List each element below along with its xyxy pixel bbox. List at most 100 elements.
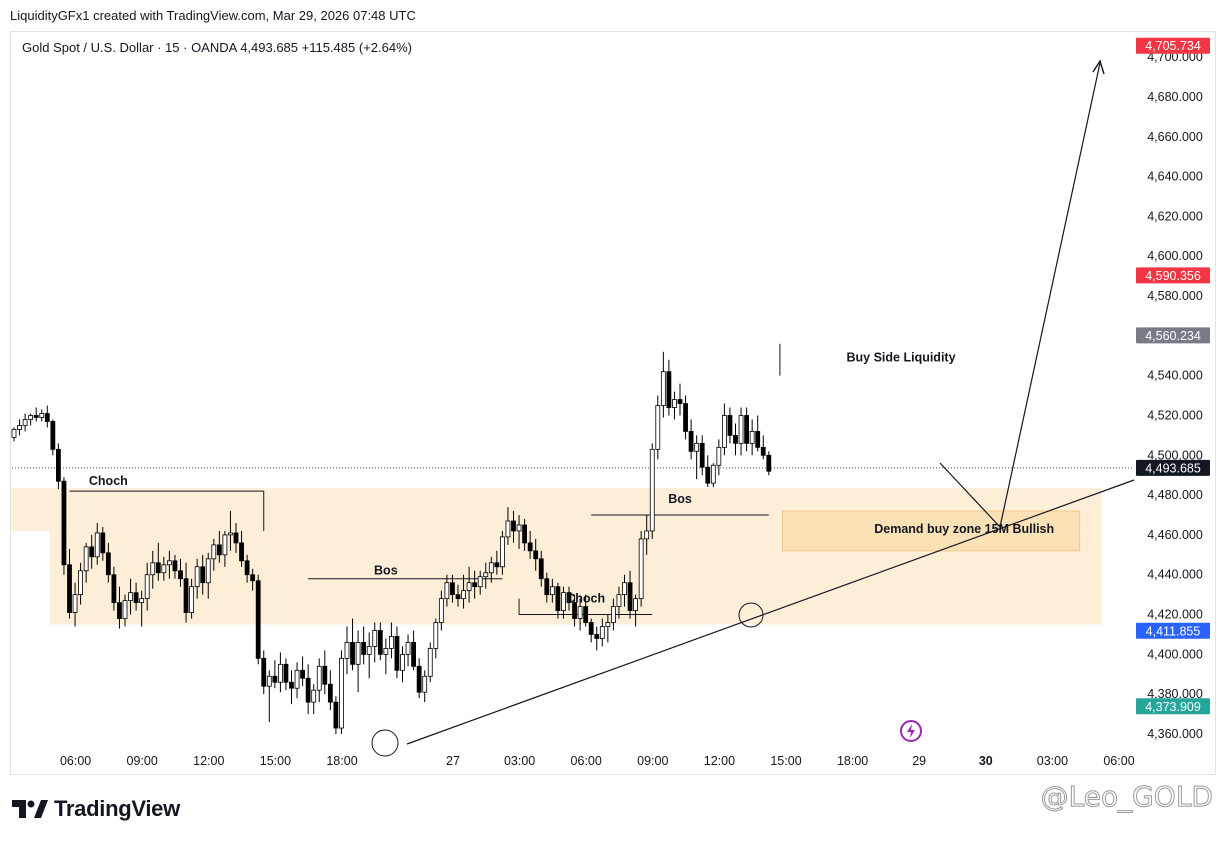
candle-body bbox=[438, 598, 444, 623]
y-tick-label: 4,540.000 bbox=[1147, 369, 1203, 383]
y-tick-label: 4,500.000 bbox=[1147, 448, 1203, 462]
x-tick-label: 18:00 bbox=[837, 754, 868, 768]
candle-body bbox=[422, 675, 428, 693]
candle-body bbox=[266, 675, 272, 687]
y-tick-label: 4,580.000 bbox=[1147, 289, 1203, 303]
x-tick-label: 12:00 bbox=[193, 754, 224, 768]
candle-body bbox=[544, 578, 550, 596]
y-tick-label: 4,440.000 bbox=[1147, 568, 1203, 582]
candle-body bbox=[22, 419, 28, 426]
candle-body bbox=[766, 454, 772, 472]
candle-body bbox=[216, 544, 222, 556]
annotation-label: Choch bbox=[566, 592, 605, 606]
candle-body bbox=[516, 524, 522, 532]
candle-body bbox=[444, 582, 450, 600]
tradingview-logo-text: TradingView bbox=[54, 796, 180, 821]
candle-body bbox=[494, 562, 500, 568]
candle-body bbox=[150, 562, 156, 576]
candle-body bbox=[672, 399, 677, 408]
candle-body bbox=[155, 562, 161, 574]
y-tick-label: 4,620.000 bbox=[1147, 209, 1203, 223]
candle-body bbox=[94, 532, 100, 558]
swing-low-circle bbox=[371, 729, 399, 757]
candle-body bbox=[655, 405, 661, 450]
candle-body bbox=[255, 580, 261, 659]
candle-body bbox=[710, 464, 716, 484]
candle-body bbox=[250, 574, 256, 582]
projection-path bbox=[939, 62, 1101, 529]
candle-body bbox=[561, 592, 566, 611]
candle-body bbox=[277, 663, 283, 683]
x-tick-label: 15:00 bbox=[260, 754, 291, 768]
candle-body bbox=[67, 564, 72, 613]
candle-body bbox=[233, 532, 239, 544]
candle-body bbox=[722, 415, 727, 448]
candle-body bbox=[72, 594, 78, 613]
y-tick-label: 4,640.000 bbox=[1147, 170, 1203, 184]
x-tick-label: 15:00 bbox=[770, 754, 801, 768]
candle-body bbox=[644, 530, 650, 540]
candle-body bbox=[89, 546, 95, 558]
candle-body bbox=[749, 431, 755, 444]
price-label-box bbox=[1136, 698, 1210, 715]
candle-body bbox=[83, 546, 89, 572]
candle-body bbox=[538, 558, 544, 580]
candle-body bbox=[289, 681, 294, 689]
x-tick-label: 12:00 bbox=[704, 754, 735, 768]
arrow-head-icon bbox=[1092, 59, 1105, 75]
candle-body bbox=[133, 592, 139, 604]
annotation-label: Demand buy zone 15M Bullish bbox=[874, 522, 1054, 536]
x-tick-label: 06:00 bbox=[571, 754, 602, 768]
candle-body bbox=[372, 630, 378, 647]
candle-body bbox=[499, 536, 505, 568]
annotation-label: Bos bbox=[374, 564, 398, 578]
candle-body bbox=[56, 448, 61, 482]
x-tick-label: 09:00 bbox=[127, 754, 158, 768]
candle-body bbox=[28, 415, 34, 420]
x-tick-label: 06:00 bbox=[60, 754, 91, 768]
candle-body bbox=[633, 598, 638, 611]
candle-body bbox=[327, 683, 333, 703]
candle-body bbox=[466, 582, 472, 592]
candle-body bbox=[622, 582, 627, 596]
candle-body bbox=[377, 630, 383, 655]
lightning-icon[interactable] bbox=[899, 719, 923, 743]
candle-body bbox=[472, 582, 478, 588]
candle-body bbox=[200, 566, 206, 584]
candle-body bbox=[239, 542, 244, 562]
candle-body bbox=[272, 675, 278, 683]
candle-body bbox=[461, 590, 466, 600]
candle-body bbox=[527, 542, 533, 552]
candle-body bbox=[183, 578, 189, 613]
chart-credit: LiquidityGFx1 created with TradingView.c… bbox=[10, 8, 416, 23]
price-label-box bbox=[1136, 37, 1210, 54]
candle-body bbox=[139, 598, 145, 604]
candle-body bbox=[316, 665, 322, 691]
candle-body bbox=[50, 421, 56, 450]
candle-body bbox=[344, 642, 350, 659]
candle-body bbox=[394, 636, 400, 671]
y-tick-label: 4,600.000 bbox=[1147, 249, 1203, 263]
price-label: 4,411.855 bbox=[1146, 624, 1201, 638]
annotation-label: Buy Side Liquidity bbox=[847, 351, 956, 365]
candle-body bbox=[727, 415, 733, 436]
candle-body bbox=[105, 552, 111, 576]
candle-body bbox=[433, 622, 439, 649]
price-label: 4,373.909 bbox=[1145, 700, 1201, 714]
candle-body bbox=[572, 602, 577, 619]
candle-body bbox=[244, 560, 250, 576]
candle-body bbox=[549, 586, 555, 596]
candle-body bbox=[427, 647, 433, 677]
price-label-box bbox=[1136, 327, 1210, 344]
candle-body bbox=[122, 600, 128, 619]
tradingview-logo[interactable]: TradingView bbox=[12, 796, 180, 822]
symbol-info: Gold Spot / U.S. Dollar · 15 · OANDA 4,4… bbox=[22, 40, 412, 55]
candle-body bbox=[194, 566, 200, 588]
candle-body bbox=[205, 558, 211, 584]
candle-body bbox=[383, 647, 389, 655]
candle-body bbox=[677, 399, 683, 404]
candle-body bbox=[511, 520, 516, 532]
candle-body bbox=[211, 544, 217, 560]
candle-body bbox=[738, 415, 744, 444]
